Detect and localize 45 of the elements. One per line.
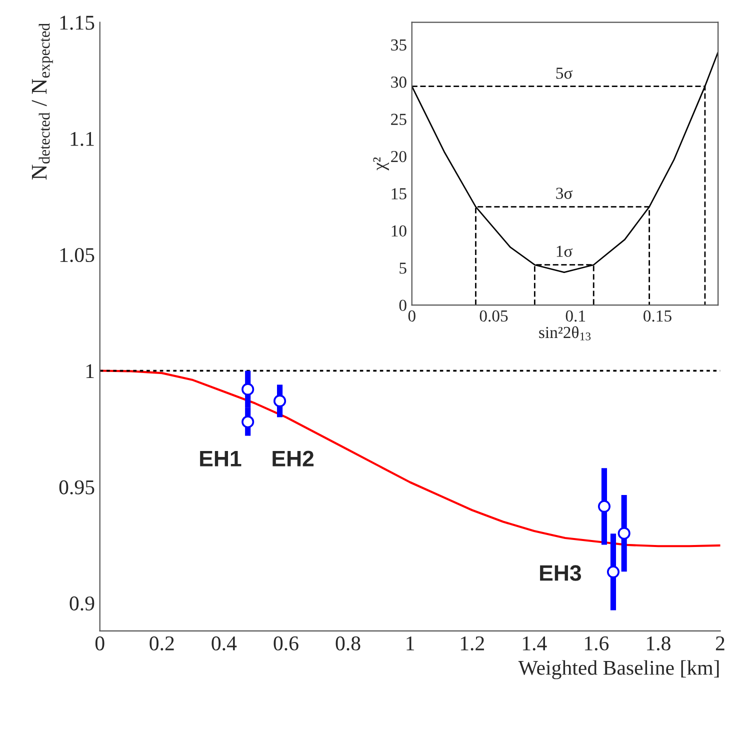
x-tick-label: 1.8	[647, 636, 670, 651]
y-tick-label: 1.15	[60, 16, 94, 30]
line-series	[100, 370, 720, 548]
annotation: EH1	[200, 450, 242, 466]
point	[242, 416, 254, 428]
x-axis-title: Weighted Baseline [km]	[518, 660, 719, 680]
x-tick-label: 2	[716, 636, 724, 650]
point	[618, 527, 630, 540]
point	[274, 394, 286, 408]
annotation: EH3	[540, 565, 582, 581]
x-tick-label: 0.2	[150, 636, 174, 651]
point	[598, 500, 611, 513]
point	[606, 566, 620, 578]
x-tick-label: 1.2	[460, 636, 484, 651]
x-tick-label: 0.15	[644, 310, 672, 322]
x-tick-label: 0.05	[480, 310, 508, 322]
y-tick-label: 15	[392, 188, 406, 200]
y-tick-label: 5	[400, 262, 406, 274]
y-tick-label: 1.1	[70, 132, 94, 146]
y-tick-label: 0.95	[59, 480, 94, 494]
x-tick-label: 1.6	[584, 636, 609, 651]
x-tick-label: 0.1	[566, 310, 586, 322]
y-tick-label: 0.9	[70, 596, 94, 611]
y-tick-label: 1	[86, 364, 94, 378]
x-tick-label: 0.8	[336, 636, 360, 651]
annotation: 3σ	[556, 188, 572, 199]
y-tick-label: 30	[391, 76, 406, 88]
annotation: 1σ	[556, 246, 572, 257]
annotation: EH2	[272, 450, 314, 466]
annotation: 5σ	[556, 68, 572, 79]
x-tick-label: 0	[408, 310, 416, 322]
y-tick-label: 1.05	[60, 248, 94, 262]
y-tick-label: 0	[399, 300, 406, 311]
y-tick-label: 25	[391, 114, 406, 125]
y-tick-label: 10	[392, 225, 406, 237]
x-tick-label: 1.4	[522, 636, 547, 651]
x-tick-label: 0.6	[274, 636, 298, 651]
y-tick-label: 20	[391, 150, 406, 162]
x-tick-label: 0.4	[212, 636, 237, 651]
x-axis-title: sin²2θ$_{13}$	[539, 326, 591, 340]
y-axis-title: χ²	[373, 157, 389, 170]
y-tick-label: 35	[391, 39, 406, 51]
y-axis-title: N$_{detected}$ / N$_{expected}$	[32, 23, 53, 180]
x-tick-label: 0	[95, 636, 104, 650]
point	[242, 383, 254, 396]
